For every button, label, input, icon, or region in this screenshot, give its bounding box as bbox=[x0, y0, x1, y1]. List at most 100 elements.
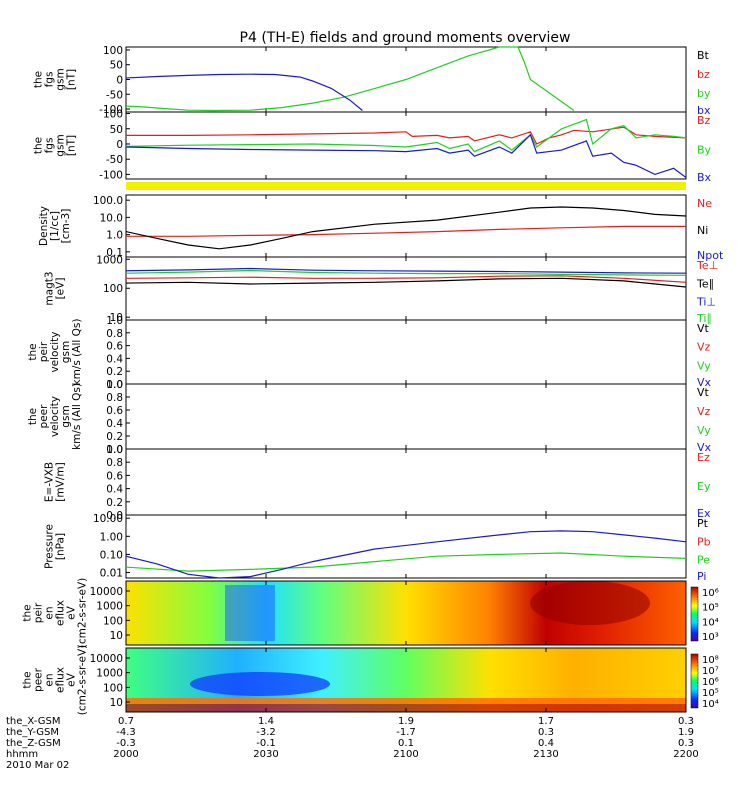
series-line-bx bbox=[125, 73, 363, 111]
y-axis-label: gsm bbox=[55, 134, 67, 156]
legend-Bt: Bt bbox=[697, 49, 710, 62]
panel-frame bbox=[125, 256, 687, 321]
y-axis-label: peir bbox=[38, 341, 50, 362]
y-tick-label: 0.01 bbox=[100, 568, 123, 580]
y-axis-label: eflux bbox=[55, 600, 67, 626]
panel-peir_en: 10⁶ 10⁵ 10⁴ 10³ 10000 1000 100 10 the peir en eflux… bbox=[22, 578, 719, 648]
spectrogram-band bbox=[126, 698, 686, 704]
legend-Ez: Ez bbox=[697, 451, 710, 464]
legend-Pt: Pt bbox=[697, 517, 709, 530]
colorbar-tick-label: 10⁴ bbox=[702, 617, 719, 628]
y-axis-label: peer bbox=[38, 404, 50, 429]
legend-Vz: Vz bbox=[697, 405, 711, 418]
y-tick-label: 0.4 bbox=[106, 353, 123, 365]
legend-by: by bbox=[697, 87, 711, 100]
y-tick-label: 10 bbox=[110, 697, 123, 709]
y-axis-label: [eV] bbox=[55, 278, 67, 300]
x-col3-ygsm: 0.3 bbox=[538, 727, 554, 738]
y-axis-label: peir bbox=[33, 602, 45, 623]
figure-title: P4 (TH-E) fields and ground moments over… bbox=[240, 30, 571, 46]
x-row-label-hhmm: hhmm bbox=[6, 749, 38, 760]
panel-frame bbox=[125, 514, 687, 579]
y-axis-label: velocity bbox=[49, 396, 61, 437]
y-tick-label: 0.6 bbox=[106, 341, 123, 353]
legend-bz: bz bbox=[697, 68, 710, 81]
y-tick-label: 0 bbox=[116, 139, 123, 151]
y-tick-label: 100.0 bbox=[93, 195, 123, 207]
y-tick-label: 0.0 bbox=[106, 510, 123, 522]
legend-Npot: Npot bbox=[697, 249, 724, 262]
colorbar-tick-label: 10⁵ bbox=[702, 603, 719, 614]
y-axis-label: eV bbox=[66, 672, 78, 686]
y-axis-label: velocity bbox=[49, 331, 61, 372]
panel-frame bbox=[125, 448, 687, 516]
colorbar-tick-label: 10³ bbox=[702, 632, 719, 643]
y-axis-label: en bbox=[44, 673, 56, 686]
y-axis-label: peer bbox=[33, 667, 45, 692]
x-row-label-x-gsm: the_X-GSM bbox=[6, 716, 60, 727]
legend-Vy: Vy bbox=[697, 359, 711, 372]
panel-temps: 1000 100 10 magt3 [eV] Te⊥ Te∥ Ti⊥ Ti∥ bbox=[44, 254, 719, 325]
x-col1-xgsm: 1.4 bbox=[258, 716, 274, 727]
y-tick-label: -50 bbox=[106, 154, 123, 166]
y-tick-label: 100 bbox=[103, 615, 123, 627]
y-axis-label: E=-VXB bbox=[44, 462, 56, 502]
colorbar-tick-label: 10⁵ bbox=[702, 688, 719, 699]
legend-Pi: Pi bbox=[697, 570, 706, 583]
legend-Ey: Ey bbox=[697, 480, 711, 493]
y-tick-label: 0.2 bbox=[106, 431, 123, 443]
legend-Ne: Ne bbox=[697, 197, 712, 210]
colorbar-tick-label: 10⁷ bbox=[702, 666, 719, 677]
legend-Vt: Vt bbox=[697, 386, 710, 399]
y-tick-label: -50 bbox=[106, 89, 123, 101]
y-axis-label: the bbox=[22, 671, 34, 688]
y-axis-label: [1/cc] bbox=[49, 211, 61, 241]
x-axis-labels: the_X-GSM the_Y-GSM the_Z-GSM hhmm 2010 … bbox=[6, 716, 699, 771]
series-line-Bz bbox=[126, 126, 687, 145]
colorbar-tick-label: 10⁶ bbox=[702, 588, 719, 599]
y-axis-label: the bbox=[27, 343, 39, 360]
legend-Vz: Vz bbox=[697, 341, 711, 354]
x-col1-hhmm: 2030 bbox=[253, 749, 278, 760]
legend-By: By bbox=[697, 144, 712, 157]
y-axis-label: gsm bbox=[60, 341, 72, 363]
y-axis-label: magt3 bbox=[44, 271, 56, 305]
y-tick-label: 0.1 bbox=[106, 247, 123, 259]
y-tick-label: 50 bbox=[110, 60, 123, 72]
spectrogram-core bbox=[530, 581, 650, 625]
y-tick-label: 10000 bbox=[90, 586, 123, 598]
colorbar bbox=[690, 653, 699, 709]
y-axis-label: eflux bbox=[55, 667, 67, 693]
legend-Ti∥: Ti∥ bbox=[696, 312, 712, 325]
x-row-label-date: 2010 Mar 02 bbox=[6, 760, 69, 771]
y-axis-label: (cm2-s-sr-eV) bbox=[77, 645, 89, 715]
series-line-Pe bbox=[125, 552, 687, 572]
series-line-Ne bbox=[126, 225, 686, 237]
x-col3-xgsm: 1.7 bbox=[538, 716, 554, 727]
yellow-flag-bar bbox=[126, 182, 686, 190]
series-line-Ti⊥ bbox=[125, 267, 687, 274]
series-line-Te⊥ bbox=[125, 275, 687, 283]
spectrogram-band bbox=[225, 585, 275, 641]
spectrogram-core bbox=[190, 672, 330, 696]
y-axis-label: fgs bbox=[44, 138, 56, 154]
x-col0-zgsm: -0.3 bbox=[116, 738, 136, 749]
y-tick-label: 1000 bbox=[96, 254, 123, 266]
y-tick-label: -100 bbox=[99, 104, 123, 116]
panel-frame bbox=[125, 383, 687, 450]
y-axis-label: the bbox=[22, 604, 34, 621]
legend-Ti⊥: Ti⊥ bbox=[696, 296, 716, 309]
colorbar-tick-label: 10⁸ bbox=[702, 655, 719, 666]
y-tick-label: 10 bbox=[110, 312, 123, 324]
x-col1-ygsm: -3.2 bbox=[256, 727, 276, 738]
colorbar-tick-label: 10⁴ bbox=[702, 699, 719, 710]
y-axis-label: [cm-3] bbox=[60, 209, 72, 244]
y-axis-label: [nT] bbox=[66, 69, 78, 90]
y-tick-label: 1.0 bbox=[106, 315, 123, 327]
y-axis-label: eV bbox=[66, 605, 78, 619]
legend-Vx: Vx bbox=[697, 441, 712, 454]
y-tick-label: 0.4 bbox=[106, 418, 123, 430]
